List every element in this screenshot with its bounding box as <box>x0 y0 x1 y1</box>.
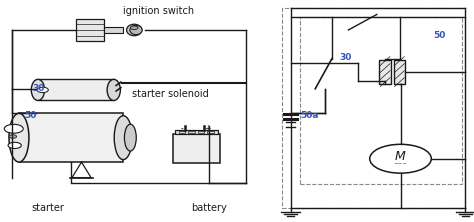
Text: starter: starter <box>31 203 64 213</box>
Text: 50: 50 <box>434 31 446 40</box>
Ellipse shape <box>127 24 142 36</box>
Circle shape <box>4 124 23 133</box>
Bar <box>393 60 405 84</box>
Text: ~~~: ~~~ <box>393 161 408 166</box>
Bar <box>207 131 214 133</box>
Text: 30: 30 <box>339 53 351 62</box>
Circle shape <box>9 135 17 138</box>
Text: -: - <box>180 124 183 133</box>
Bar <box>175 130 218 134</box>
Circle shape <box>37 87 48 93</box>
Text: 50a: 50a <box>300 111 319 120</box>
Bar <box>198 131 204 133</box>
Ellipse shape <box>114 116 132 160</box>
Ellipse shape <box>107 79 120 101</box>
Bar <box>179 131 185 133</box>
Bar <box>38 79 114 100</box>
Text: ignition switch: ignition switch <box>123 6 194 16</box>
Bar <box>188 131 195 133</box>
Circle shape <box>8 142 21 149</box>
Bar <box>300 17 462 184</box>
Circle shape <box>370 144 431 173</box>
Text: M: M <box>395 150 406 163</box>
Circle shape <box>130 26 138 30</box>
Bar <box>19 113 123 162</box>
Bar <box>379 60 391 84</box>
Bar <box>104 27 123 33</box>
Text: 30: 30 <box>32 84 45 93</box>
Ellipse shape <box>9 113 29 162</box>
Bar <box>173 134 220 163</box>
Bar <box>76 19 104 41</box>
Text: +: + <box>204 124 210 133</box>
Ellipse shape <box>124 124 137 151</box>
Ellipse shape <box>31 79 45 101</box>
Text: battery: battery <box>191 203 227 213</box>
Ellipse shape <box>130 25 142 35</box>
Text: starter solenoid: starter solenoid <box>132 89 209 99</box>
Text: 50: 50 <box>25 111 37 120</box>
Bar <box>282 8 465 208</box>
